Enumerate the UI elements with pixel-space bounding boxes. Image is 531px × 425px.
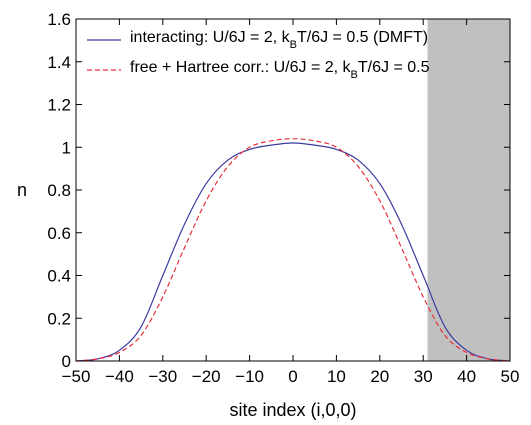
- y-tick-label: 0.8: [47, 181, 71, 200]
- y-tick-label: 1: [62, 138, 71, 157]
- y-tick-label: 1.4: [47, 53, 71, 72]
- x-axis-label: site index (i,0,0): [229, 400, 356, 420]
- x-tick-label: 10: [327, 367, 346, 386]
- x-tick-label: 30: [414, 367, 433, 386]
- y-tick-label: 0.6: [47, 224, 71, 243]
- x-tick-label: 0: [288, 367, 297, 386]
- x-tick-label: −50: [62, 367, 91, 386]
- legend-label-free-hartree: free + Hartree corr.: U/6J = 2, kBT/6J =…: [130, 59, 430, 81]
- x-tick-label: −40: [105, 367, 134, 386]
- legend: interacting: U/6J = 2, kBT/6J = 0.5 (DMF…: [87, 29, 430, 81]
- x-tick-label: 50: [501, 367, 520, 386]
- y-tick-label: 0: [62, 352, 71, 371]
- series-line-interacting: [75, 142, 511, 362]
- series-line-free-hartree: [75, 138, 511, 362]
- x-tick-label: −10: [235, 367, 264, 386]
- x-tick-label: −30: [148, 367, 177, 386]
- y-axis-label: n: [17, 180, 27, 200]
- y-tick-label: 0.2: [47, 309, 71, 328]
- y-tick-label: 1.2: [47, 96, 71, 115]
- y-tick-label: 0.4: [47, 267, 71, 286]
- x-tick-label: 20: [370, 367, 389, 386]
- x-tick-label: −20: [192, 367, 221, 386]
- legend-label-interacting: interacting: U/6J = 2, kBT/6J = 0.5 (DMF…: [130, 29, 428, 51]
- y-tick-label: 1.6: [47, 10, 71, 29]
- x-tick-label: 40: [457, 367, 476, 386]
- shaded-region: [427, 19, 510, 361]
